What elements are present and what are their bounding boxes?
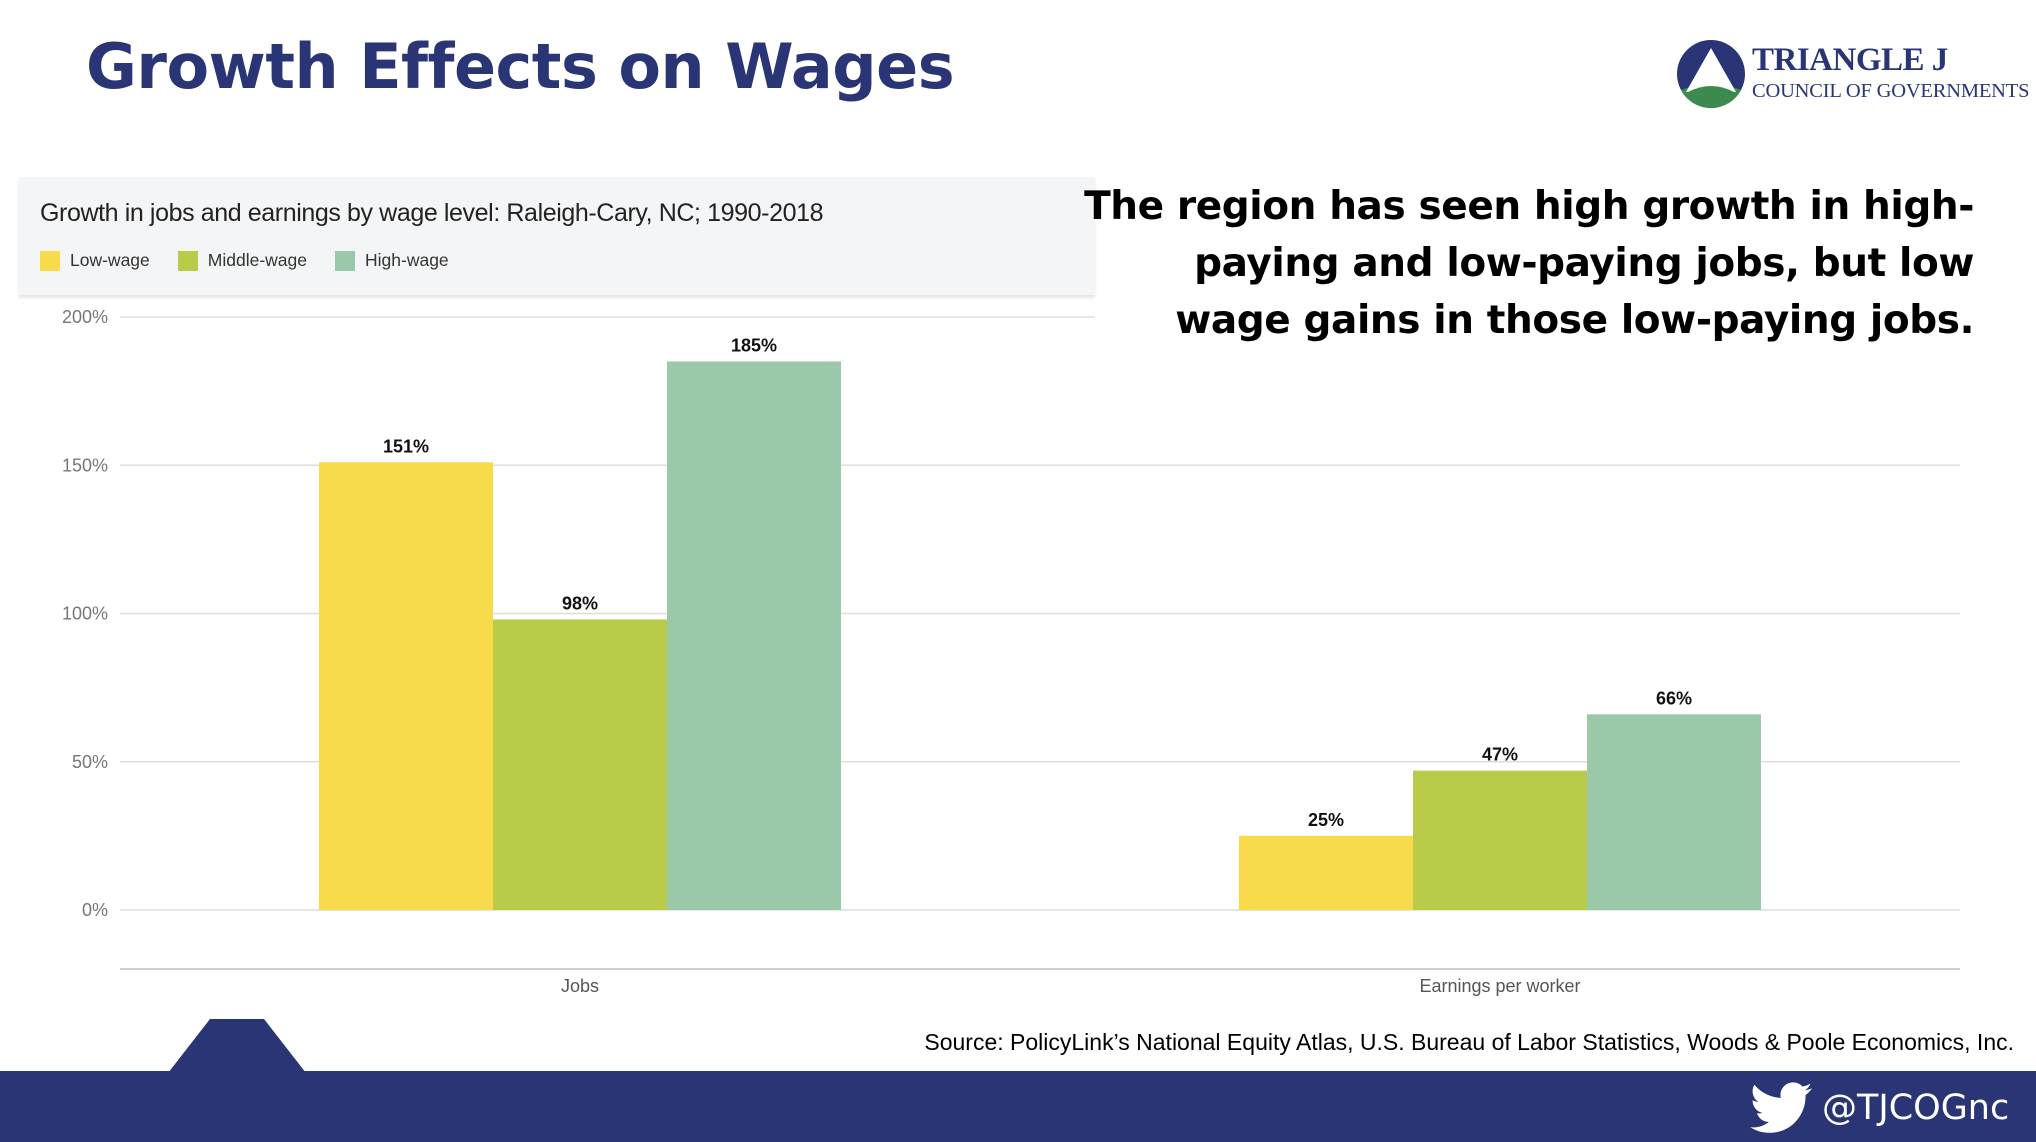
y-tick-label: 0% — [82, 900, 108, 920]
triangle-j-logo-icon — [1677, 40, 1745, 108]
legend-item-high-wage: High-wage — [335, 250, 449, 271]
x-tick-label: Jobs — [561, 976, 599, 996]
logo-name: TRIANGLE J — [1752, 42, 1948, 78]
social-handle[interactable]: @TJCOGnc — [1750, 1082, 2009, 1134]
bar — [1587, 714, 1761, 910]
legend-swatch-middle-wage — [177, 250, 198, 271]
organization-logo: TRIANGLE J COUNCIL OF GOVERNMENTS — [1676, 38, 2029, 112]
legend-item-middle-wage: Middle-wage — [177, 250, 307, 271]
y-tick-label: 100% — [62, 604, 108, 624]
data-label: 25% — [1308, 810, 1344, 830]
bar — [319, 462, 493, 910]
bar — [1413, 770, 1587, 910]
chart-legend: Low-wage Middle-wage High-wage — [40, 250, 477, 271]
chart-title: Growth in jobs and earnings by wage leve… — [40, 199, 824, 227]
bar — [493, 619, 667, 910]
legend-label-high-wage: High-wage — [365, 250, 449, 270]
page-title: Growth Effects on Wages — [86, 30, 955, 103]
data-label: 98% — [562, 593, 598, 613]
legend-swatch-high-wage — [335, 250, 355, 271]
legend-swatch-low-wage — [40, 250, 60, 271]
x-tick-label: Earnings per worker — [1419, 976, 1580, 996]
twitter-handle: @TJCOGnc — [1822, 1088, 2010, 1128]
data-label: 185% — [731, 335, 777, 355]
data-label: 151% — [383, 436, 429, 456]
bar — [1239, 835, 1413, 910]
legend-label-low-wage: Low-wage — [70, 250, 150, 270]
footer-tab-shape — [168, 1019, 306, 1073]
chart-header: Growth in jobs and earnings by wage leve… — [19, 177, 1095, 295]
bar — [667, 361, 841, 911]
twitter-bird-icon — [1750, 1082, 1812, 1133]
y-tick-label: 150% — [62, 455, 108, 475]
y-tick-label: 50% — [72, 752, 108, 772]
data-label: 47% — [1482, 745, 1518, 765]
source-note: Source: PolicyLink’s National Equity Atl… — [924, 1029, 2014, 1055]
y-tick-label: 200% — [62, 307, 108, 327]
data-label: 66% — [1656, 688, 1692, 708]
key-takeaway-text: The region has seen high growth in high-… — [1084, 184, 1974, 343]
legend-item-low-wage: Low-wage — [40, 250, 150, 271]
footer-bar — [0, 1071, 2036, 1142]
logo-subtitle: COUNCIL OF GOVERNMENTS — [1752, 80, 2030, 102]
legend-label-middle-wage: Middle-wage — [207, 250, 307, 270]
